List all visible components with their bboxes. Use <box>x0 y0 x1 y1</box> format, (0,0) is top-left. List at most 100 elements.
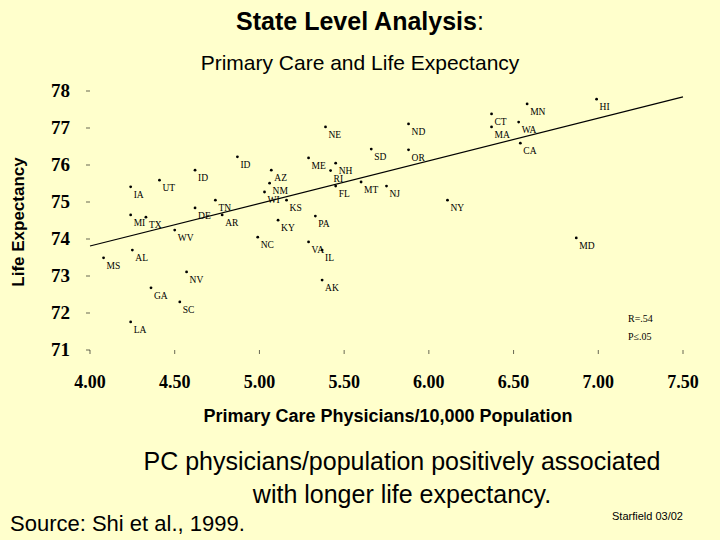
point <box>490 125 493 128</box>
trend-line <box>90 97 683 246</box>
point <box>334 162 337 165</box>
point-label: KY <box>281 223 295 233</box>
point <box>595 98 598 101</box>
point <box>407 123 410 126</box>
point-label: RI <box>334 174 344 184</box>
point-label: SD <box>374 152 386 162</box>
point <box>277 219 280 222</box>
point-label: TN <box>218 203 231 213</box>
point-label: WI <box>268 195 280 205</box>
x-tick <box>90 350 91 354</box>
y-tick-label: 73 <box>51 265 70 286</box>
point <box>194 169 197 172</box>
point <box>178 301 181 304</box>
y-tick <box>86 276 90 277</box>
x-tick <box>259 350 260 354</box>
y-tick-label: 77 <box>51 117 71 138</box>
point-label: LA <box>134 325 147 335</box>
point-label: IL <box>325 253 334 263</box>
point-label: MT <box>364 185 378 195</box>
point <box>158 179 161 182</box>
point <box>214 199 217 202</box>
point <box>360 181 363 184</box>
x-tick <box>513 350 514 354</box>
point <box>221 214 224 217</box>
y-tick-label: 78 <box>51 80 70 101</box>
point <box>334 185 337 188</box>
x-tick <box>174 350 175 354</box>
point <box>407 148 410 151</box>
point-label: SC <box>183 305 195 315</box>
point-label: WA <box>522 125 537 135</box>
point <box>150 286 153 289</box>
point-label: FL <box>339 189 350 199</box>
y-tick <box>86 202 90 203</box>
point-label: ND <box>412 127 426 137</box>
point <box>185 271 188 274</box>
point <box>102 256 105 259</box>
point <box>385 185 388 188</box>
point <box>324 125 327 128</box>
point <box>194 207 197 210</box>
point <box>129 320 132 323</box>
point <box>446 199 449 202</box>
point-label: NC <box>261 240 274 250</box>
x-tick <box>598 350 599 354</box>
y-tick <box>86 91 90 92</box>
x-tick-label: 7.50 <box>667 372 699 392</box>
y-tick <box>86 165 90 166</box>
point <box>314 215 317 218</box>
x-tick <box>344 350 345 354</box>
x-tick-label: 4.00 <box>74 372 106 392</box>
point-label: AK <box>325 283 339 293</box>
point-label: NE <box>329 130 342 140</box>
x-tick <box>683 350 684 354</box>
point-label: HI <box>600 102 610 112</box>
point <box>256 236 259 239</box>
point <box>519 142 522 145</box>
point <box>236 155 239 158</box>
point-label: OR <box>412 153 426 163</box>
point-label: NV <box>190 275 204 285</box>
y-tick <box>86 313 90 314</box>
point-label: AZ <box>274 173 287 183</box>
x-tick-label: 6.00 <box>413 372 445 392</box>
credit: Starfield 03/02 <box>612 510 683 522</box>
point-label: MD <box>579 241 594 251</box>
y-tick-label: 74 <box>51 228 71 249</box>
point-label: DE <box>198 211 211 221</box>
point <box>517 121 520 124</box>
point-label: WV <box>178 233 194 243</box>
point-label: GA <box>154 291 168 301</box>
point <box>370 148 373 151</box>
x-tick-label: 4.50 <box>159 372 191 392</box>
point <box>321 279 324 282</box>
point <box>129 185 132 188</box>
y-tick-label: 75 <box>51 191 70 212</box>
point-label: NJ <box>390 189 401 199</box>
x-tick-label: 6.50 <box>498 372 530 392</box>
caption: PC physicians/population positively asso… <box>144 447 661 475</box>
y-tick-label: 72 <box>51 302 70 323</box>
x-tick-label: 5.50 <box>328 372 360 392</box>
x-tick-label: 7.00 <box>583 372 615 392</box>
point <box>285 199 288 202</box>
source: Source: Shi et al., 1999. <box>10 511 245 536</box>
point-label: AL <box>135 253 148 263</box>
point <box>129 214 132 217</box>
x-tick <box>428 350 429 354</box>
subtitle: Primary Care and Life Expectancy <box>201 51 520 74</box>
point-label: MI <box>134 218 146 228</box>
point-label: IA <box>134 190 144 200</box>
point <box>268 182 271 185</box>
point-label: ID <box>240 160 250 170</box>
point <box>575 236 578 239</box>
annotation: P≤.05 <box>628 331 652 342</box>
y-tick-label: 71 <box>51 339 70 360</box>
point-labels: HIMNCTWAMACANDORNESDMENHRIMTFLNJNYAZNMID… <box>107 102 610 335</box>
point-label: CA <box>523 146 536 156</box>
point <box>270 169 273 172</box>
y-tick <box>86 128 90 129</box>
point-label: MN <box>530 107 545 117</box>
y-tick <box>86 239 90 240</box>
